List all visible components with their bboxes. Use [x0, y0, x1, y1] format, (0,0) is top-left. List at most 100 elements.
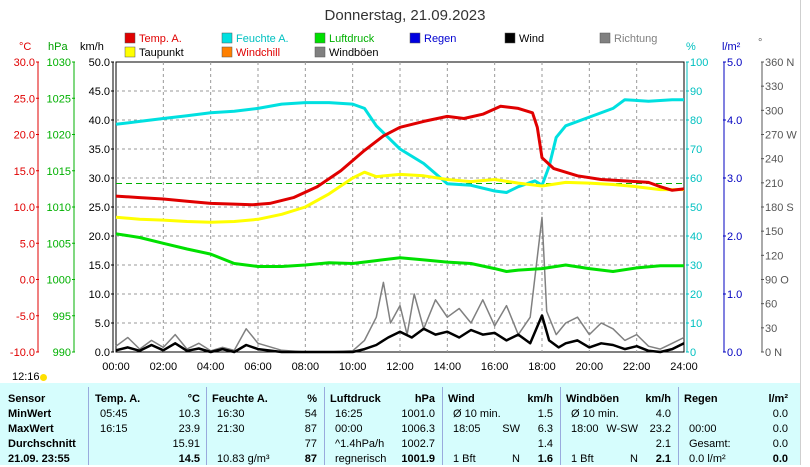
rain-value: 0.0 — [772, 408, 788, 420]
legend-swatch — [221, 32, 233, 44]
series-group — [115, 98, 685, 354]
humidity-tick: 80 — [690, 115, 702, 127]
direction-tick: 270 W — [765, 130, 797, 142]
legend-label: Richtung — [614, 33, 657, 45]
temp-tick: 25.0 — [14, 93, 35, 105]
legend-swatch — [504, 32, 516, 44]
rain-time: 00:00 — [689, 423, 717, 435]
temp-tick: 10.0 — [14, 202, 35, 214]
temp-axis-label: °C — [19, 41, 31, 53]
pressure-time: 16:25 — [335, 408, 363, 420]
table-header-unit: hPa — [414, 393, 435, 405]
wind-tick: 0.0 — [95, 347, 110, 359]
gust-time: 1 Bft — [571, 453, 594, 465]
legend-label: Windchill — [236, 47, 280, 59]
humidity-tick: 10 — [690, 318, 702, 330]
wind-tick: 40.0 — [89, 115, 110, 127]
humidity-value: 77 — [304, 438, 317, 450]
rain-value: 0.0 — [772, 438, 788, 450]
temp-tick: 0.0 — [20, 275, 35, 287]
direction-tick: 240 — [765, 154, 783, 166]
humidity-axis-label: % — [686, 41, 696, 53]
direction-tick: 90 O — [765, 275, 789, 287]
pressure-time: 00:00 — [335, 423, 363, 435]
wind-tick: 45.0 — [89, 86, 110, 98]
gust-value: 2.1 — [655, 438, 671, 450]
x-tick-label: 10:00 — [339, 361, 367, 373]
pressure-tick: 1025 — [47, 93, 71, 105]
direction-axis-label: ° — [758, 37, 762, 49]
rain-time: Gesamt: — [689, 438, 731, 450]
pressure-value: 1002.7 — [401, 438, 435, 450]
direction-tick: 120 — [765, 250, 783, 262]
table-column-divider — [88, 387, 89, 465]
rain-time: 0.0 l/m² — [689, 453, 726, 465]
wind-tick: 15.0 — [89, 260, 110, 272]
direction-tick: 30 — [765, 323, 777, 335]
humidity-tick: 70 — [690, 144, 702, 156]
series-line-feuchte-a- — [115, 98, 684, 194]
temp-tick: 5.0 — [20, 238, 35, 250]
rain-tick: 1.0 — [727, 289, 742, 301]
humidity-time: 10.83 g/m³ — [217, 453, 270, 465]
legend-swatch — [314, 32, 326, 44]
humidity-tick: 30 — [690, 260, 702, 272]
temp-value: 14.5 — [178, 453, 200, 465]
x-tick-label: 08:00 — [292, 361, 320, 373]
gust-direction: N — [630, 453, 638, 465]
gust-time: 18:00 — [571, 423, 599, 435]
wind-tick: 10.0 — [89, 289, 110, 301]
humidity-value: 54 — [304, 408, 317, 420]
legend-swatch — [124, 32, 136, 44]
wind-time: 18:05 — [453, 423, 481, 435]
humidity-time: 21:30 — [217, 423, 245, 435]
legend-label: Temp. A. — [139, 33, 182, 45]
direction-tick: 300 — [765, 105, 783, 117]
series-line-windb-en — [115, 216, 685, 353]
table-header: Feuchte A. — [212, 393, 268, 405]
wind-tick: 30.0 — [89, 173, 110, 185]
table-header-unit: °C — [187, 393, 200, 405]
humidity-tick: 100 — [690, 57, 708, 69]
table-header: Temp. A. — [95, 393, 141, 405]
table-header-unit: % — [307, 393, 317, 405]
direction-tick: 150 — [765, 226, 783, 238]
table-header-unit: km/h — [645, 393, 671, 405]
legend-swatch — [124, 46, 136, 58]
x-tick-label: 12:00 — [386, 361, 414, 373]
legend-swatch — [221, 46, 233, 58]
legend-swatch — [314, 46, 326, 58]
humidity-value: 87 — [304, 423, 317, 435]
legend-label: Feuchte A. — [236, 33, 289, 45]
x-tick-label: 06:00 — [244, 361, 272, 373]
gust-time: Ø 10 min. — [571, 408, 619, 420]
wind-tick: 50.0 — [89, 57, 110, 69]
pressure-tick: 995 — [53, 311, 71, 323]
pressure-tick: 990 — [53, 347, 71, 359]
weather-chart: Donnerstag, 21.09.2023 Temp. A. Feuchte A… — [9, 7, 798, 373]
table-header: Wind — [448, 393, 475, 405]
pressure-time: regnerisch — [335, 453, 387, 465]
temp-tick: 30.0 — [14, 57, 35, 69]
humidity-tick: 60 — [690, 173, 702, 185]
gust-value: 2.1 — [655, 453, 671, 465]
temp-tick: 15.0 — [14, 166, 35, 178]
legend-label: Windböen — [329, 47, 379, 59]
table-row-label: MinWert — [8, 408, 52, 420]
table-row-label: 21.09. 23:55 — [8, 453, 70, 465]
direction-tick: 180 S — [765, 202, 794, 214]
pressure-tick: 1030 — [47, 57, 71, 69]
temp-tick: -10.0 — [10, 347, 35, 359]
temp-time: 16:15 — [100, 423, 128, 435]
wind-value: 6.3 — [537, 423, 553, 435]
direction-tick: 60 — [765, 299, 777, 311]
humidity-tick: 20 — [690, 289, 702, 301]
pressure-value: 1006.3 — [401, 423, 435, 435]
wind-time: 1 Bft — [453, 453, 476, 465]
temp-tick: 20.0 — [14, 130, 35, 142]
x-tick-label: 16:00 — [481, 361, 509, 373]
rain-tick: 4.0 — [727, 115, 742, 127]
wind-value: 1.5 — [537, 408, 553, 420]
rain-value: 0.0 — [772, 423, 788, 435]
table-header-unit: km/h — [527, 393, 553, 405]
